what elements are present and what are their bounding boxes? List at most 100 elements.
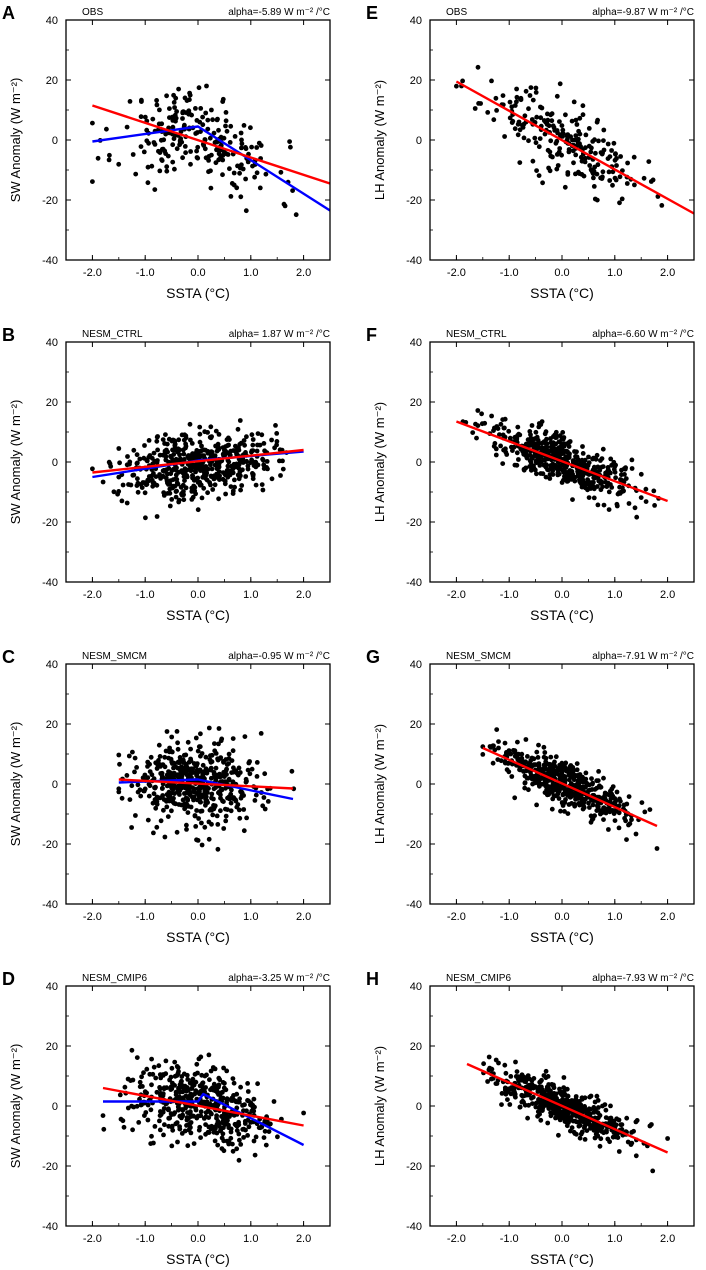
data-point bbox=[511, 748, 516, 753]
data-point bbox=[245, 1081, 251, 1086]
data-point bbox=[569, 1125, 575, 1131]
data-point bbox=[126, 482, 131, 487]
data-point bbox=[173, 447, 179, 453]
data-point bbox=[548, 1113, 554, 1119]
data-point bbox=[223, 491, 229, 497]
data-point bbox=[557, 81, 563, 87]
data-point bbox=[545, 467, 551, 473]
data-point bbox=[205, 790, 210, 795]
data-point bbox=[597, 1127, 602, 1133]
data-point bbox=[252, 174, 257, 180]
data-point bbox=[191, 770, 197, 775]
data-point bbox=[544, 444, 550, 450]
data-point bbox=[190, 451, 195, 457]
data-point bbox=[135, 782, 141, 788]
data-point bbox=[251, 1138, 257, 1144]
data-point bbox=[225, 463, 231, 469]
data-point bbox=[647, 1123, 653, 1129]
data-point bbox=[180, 482, 186, 488]
alpha-label: alpha=-5.89 W m⁻² /°C bbox=[228, 7, 330, 18]
data-point bbox=[481, 1061, 486, 1067]
data-point bbox=[195, 144, 201, 150]
data-point bbox=[167, 106, 172, 111]
data-point bbox=[216, 469, 222, 474]
data-point bbox=[183, 150, 189, 156]
data-point bbox=[213, 765, 219, 771]
data-point bbox=[601, 502, 607, 508]
data-point bbox=[190, 1083, 196, 1089]
data-point bbox=[119, 795, 125, 801]
data-point bbox=[188, 149, 194, 154]
data-point bbox=[261, 795, 267, 800]
data-point bbox=[541, 762, 547, 768]
data-point bbox=[594, 197, 600, 203]
data-point bbox=[501, 425, 507, 431]
data-point bbox=[214, 1115, 219, 1121]
panel-name: NESM_CMIP6 bbox=[82, 973, 147, 984]
y-tick-label: 0 bbox=[416, 135, 422, 147]
data-point bbox=[178, 136, 184, 142]
data-point bbox=[574, 122, 580, 127]
data-point bbox=[119, 498, 125, 504]
data-point bbox=[553, 463, 559, 468]
data-point bbox=[553, 140, 559, 146]
data-point bbox=[228, 1135, 234, 1141]
data-point bbox=[254, 448, 260, 454]
y-tick-label: 40 bbox=[410, 15, 422, 27]
x-tick-label: -1.0 bbox=[500, 1233, 519, 1245]
data-point bbox=[556, 439, 562, 445]
data-point bbox=[503, 1070, 509, 1076]
data-point bbox=[226, 751, 232, 757]
data-point bbox=[164, 164, 170, 170]
data-point bbox=[562, 764, 567, 769]
data-point bbox=[558, 808, 563, 814]
data-point bbox=[541, 1102, 547, 1108]
data-point bbox=[512, 795, 518, 801]
data-point bbox=[571, 99, 577, 105]
data-point bbox=[219, 1135, 225, 1141]
data-point bbox=[614, 1116, 620, 1122]
data-point bbox=[129, 783, 135, 789]
data-point bbox=[219, 736, 225, 742]
data-point bbox=[171, 800, 177, 806]
data-point bbox=[195, 786, 201, 792]
data-point bbox=[588, 813, 594, 819]
data-point bbox=[175, 773, 181, 779]
data-point bbox=[125, 454, 130, 459]
data-point bbox=[540, 180, 545, 186]
data-point bbox=[187, 421, 193, 427]
data-point bbox=[508, 1091, 514, 1097]
panel-name: NESM_CTRL bbox=[446, 329, 507, 340]
data-point bbox=[593, 150, 598, 156]
data-point bbox=[506, 1087, 512, 1093]
x-tick-label: -1.0 bbox=[500, 267, 519, 279]
data-point bbox=[217, 1077, 223, 1083]
data-point bbox=[173, 489, 179, 494]
data-point bbox=[210, 117, 216, 123]
data-point bbox=[233, 1122, 239, 1127]
data-point bbox=[162, 754, 168, 760]
panel-d: D NESM_CMIP6 alpha=-3.25 W m⁻² /°C -2.0 -1.0… bbox=[2, 969, 331, 1267]
data-point bbox=[515, 132, 521, 138]
data-point bbox=[500, 93, 506, 98]
y-tick-label: -20 bbox=[42, 1161, 58, 1173]
linear-fit-line bbox=[482, 746, 658, 828]
data-point bbox=[134, 461, 140, 466]
data-point bbox=[192, 468, 198, 474]
data-point bbox=[191, 794, 197, 800]
data-point bbox=[250, 442, 256, 448]
data-point bbox=[230, 1141, 235, 1147]
data-point bbox=[493, 452, 499, 458]
data-point bbox=[583, 132, 589, 138]
data-point bbox=[244, 1108, 249, 1114]
data-point bbox=[580, 477, 586, 483]
data-point bbox=[525, 754, 530, 759]
data-point bbox=[132, 769, 137, 775]
data-point bbox=[216, 432, 222, 437]
data-point bbox=[607, 154, 613, 160]
data-point bbox=[139, 99, 144, 104]
data-point bbox=[164, 93, 170, 99]
data-point bbox=[232, 134, 238, 139]
data-point bbox=[174, 146, 180, 152]
data-point bbox=[177, 447, 183, 453]
